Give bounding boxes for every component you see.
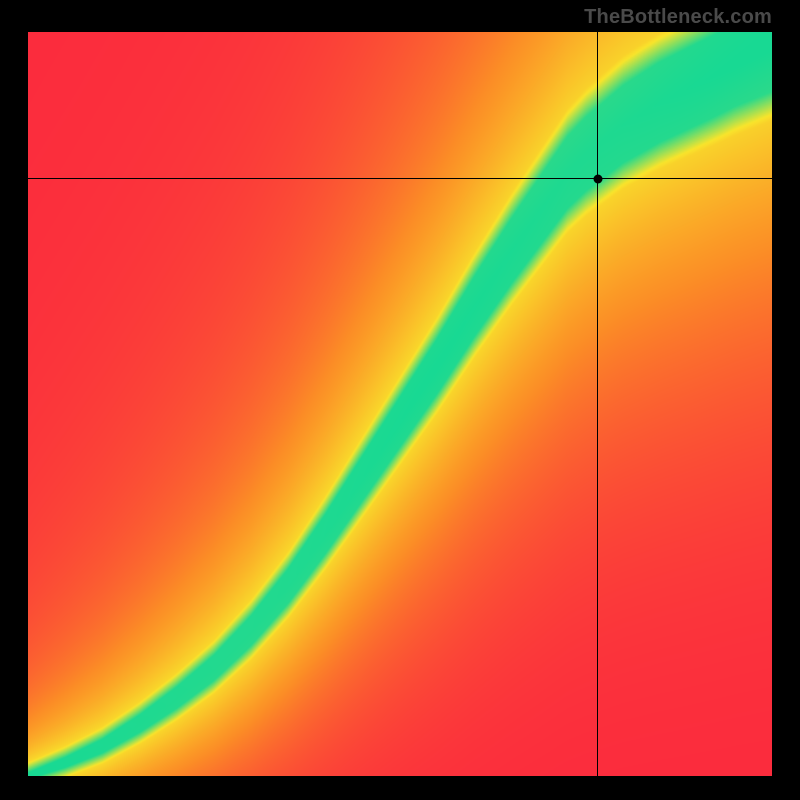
watermark-text: TheBottleneck.com — [584, 6, 772, 29]
crosshair-vertical — [597, 32, 598, 776]
crosshair-horizontal — [28, 178, 772, 179]
plot-area — [28, 32, 772, 776]
heatmap-canvas — [28, 32, 772, 776]
crosshair-marker — [593, 174, 602, 183]
chart-container: TheBottleneck.com — [0, 0, 800, 800]
